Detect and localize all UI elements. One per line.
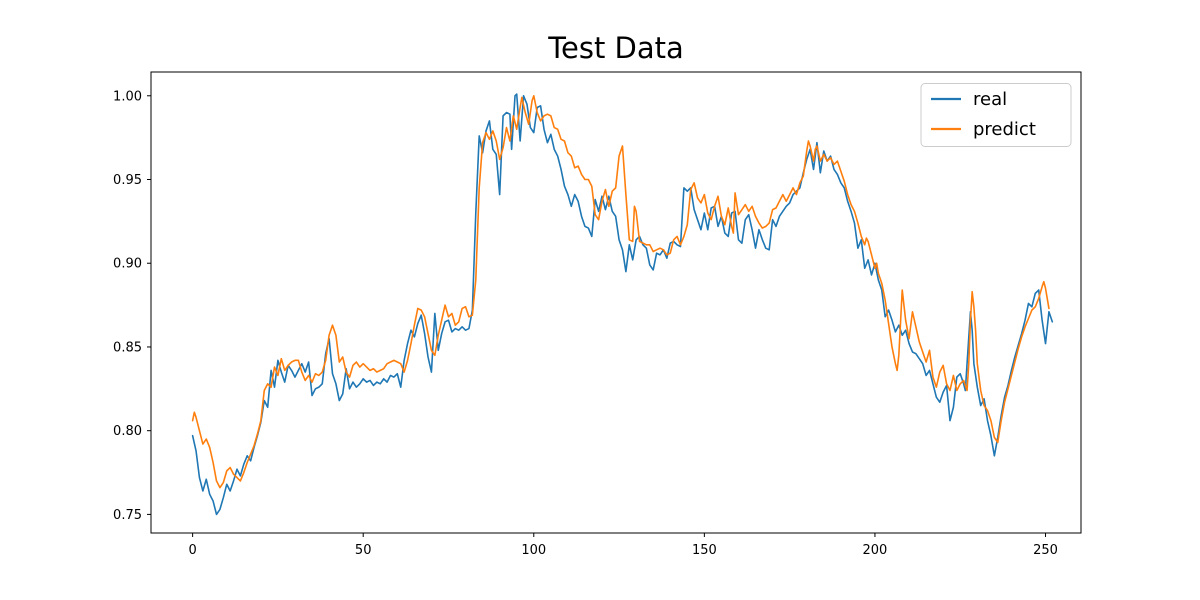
y-tick-label: 0.95 xyxy=(113,173,142,188)
legend-real-label: real xyxy=(973,89,1007,110)
plot-frame xyxy=(150,71,1082,534)
y-axis-ticks: 1.00 0.95 0.90 0.85 0.80 0.75 xyxy=(113,89,151,523)
y-tick-label: 0.75 xyxy=(113,508,142,523)
y-tick-label: 0.80 xyxy=(113,424,142,439)
predict-line xyxy=(191,94,1050,489)
chart-title: Test Data xyxy=(547,31,684,65)
x-tick-label: 50 xyxy=(355,543,372,558)
x-tick-label: 250 xyxy=(1033,543,1058,558)
axes-spines xyxy=(150,71,1082,534)
x-tick-label: 0 xyxy=(188,543,196,558)
x-tick-label: 150 xyxy=(692,543,717,558)
x-tick-label: 200 xyxy=(863,543,888,558)
x-tick-label: 100 xyxy=(521,543,546,558)
y-tick-label: 1.00 xyxy=(113,89,142,104)
legend-box: real predict xyxy=(920,83,1072,147)
real-line xyxy=(191,93,1054,516)
legend-predict-label: predict xyxy=(973,119,1036,140)
y-tick-label: 0.85 xyxy=(113,340,142,355)
x-axis-ticks: 0 50 100 150 200 250 xyxy=(188,533,1058,558)
y-tick-label: 0.90 xyxy=(113,257,142,272)
series-lines xyxy=(191,93,1054,516)
